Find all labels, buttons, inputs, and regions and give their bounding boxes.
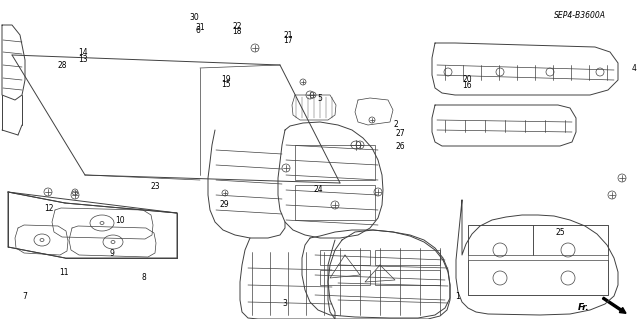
Text: 23: 23	[150, 182, 161, 191]
Bar	[375, 270, 440, 285]
Text: 19: 19	[221, 75, 231, 84]
Text: 18: 18	[232, 27, 241, 36]
Text: 1: 1	[455, 292, 460, 301]
Text: 28: 28	[58, 61, 67, 70]
Text: 9: 9	[109, 249, 115, 258]
Text: 6: 6	[196, 26, 201, 35]
Text: 31: 31	[195, 23, 205, 32]
Text: 8: 8	[141, 273, 147, 282]
Text: 30: 30	[189, 13, 199, 22]
Text: 22: 22	[232, 22, 241, 31]
Text: 13: 13	[78, 55, 88, 63]
Text: 17: 17	[283, 36, 293, 45]
Text: Fr.: Fr.	[579, 303, 590, 313]
Bar	[375, 250, 440, 265]
Bar	[468, 260, 608, 295]
Text: 27: 27	[395, 130, 405, 138]
Text: 16: 16	[462, 81, 472, 90]
Bar	[320, 250, 370, 265]
Bar	[468, 225, 608, 295]
Text: 29: 29	[219, 200, 229, 209]
Bar	[320, 270, 370, 285]
Text: 20: 20	[462, 75, 472, 84]
Bar	[295, 185, 375, 220]
Text: 12: 12	[45, 204, 54, 213]
Text: 21: 21	[284, 31, 292, 40]
Text: 24: 24	[313, 185, 323, 194]
Text: 7: 7	[22, 292, 27, 301]
Text: 10: 10	[115, 216, 125, 225]
FancyArrow shape	[602, 297, 626, 313]
Text: 15: 15	[221, 80, 231, 89]
Text: 3: 3	[282, 299, 287, 308]
Text: 14: 14	[78, 48, 88, 57]
Bar	[533, 225, 608, 255]
Text: 2: 2	[393, 120, 398, 129]
Text: 25: 25	[555, 228, 565, 237]
Bar	[295, 145, 375, 180]
Text: 4: 4	[631, 64, 636, 73]
Text: 26: 26	[395, 142, 405, 151]
Bar	[468, 225, 533, 255]
Text: 11: 11	[60, 268, 68, 277]
Text: SEP4-B3600A: SEP4-B3600A	[554, 11, 606, 20]
Text: 5: 5	[317, 94, 323, 103]
